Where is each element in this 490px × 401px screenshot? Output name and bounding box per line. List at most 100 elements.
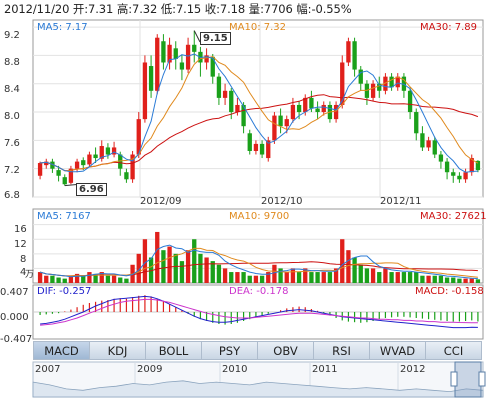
low-text: 低:7.15	[160, 2, 202, 16]
overview-left-handle[interactable]	[450, 371, 458, 387]
volume-bar	[118, 277, 123, 283]
tab-kdj[interactable]: KDJ	[90, 341, 146, 360]
volume-bar	[475, 279, 481, 283]
candle-body	[352, 41, 357, 70]
tab-psy[interactable]: PSY	[202, 341, 258, 360]
volume-bar	[364, 268, 370, 283]
dea-line	[40, 298, 478, 326]
volume-bar	[358, 264, 363, 283]
candle-body	[111, 147, 117, 155]
candle-body	[87, 154, 92, 165]
volume-bar	[290, 268, 296, 283]
candle-body	[303, 97, 308, 113]
candle-body	[173, 48, 178, 59]
candle-body	[259, 143, 265, 155]
candle-body	[284, 119, 289, 127]
candle-body	[81, 160, 86, 166]
tab-wvad[interactable]: WVAD	[370, 341, 426, 360]
candle-body	[192, 44, 197, 52]
volume-bar	[173, 253, 178, 283]
date-text: 2012/11/20	[4, 2, 70, 16]
volume-bar	[247, 275, 252, 283]
candle-body	[142, 62, 148, 120]
price-ytick: 7.2	[4, 165, 20, 176]
tab-rsi[interactable]: RSI	[314, 341, 370, 360]
overview-area	[32, 380, 484, 398]
volume-panel-frame	[32, 208, 484, 284]
volume-bar	[432, 275, 437, 283]
candle-body	[358, 69, 363, 84]
volume-bar	[93, 273, 98, 283]
volume-bar	[303, 268, 308, 283]
volume-bar	[414, 272, 419, 283]
macd-ytick: 0.000	[0, 312, 29, 323]
tab-obv[interactable]: OBV	[258, 341, 314, 360]
volume-bar	[167, 246, 172, 283]
volume-bar	[222, 268, 228, 283]
volume-bar	[340, 239, 345, 283]
volume-bar	[192, 239, 197, 283]
price-xtick: 2012/10	[261, 196, 303, 207]
dif-line	[40, 295, 478, 329]
candle-body	[179, 62, 185, 70]
price-ytick: 9.2	[4, 30, 20, 41]
overview-year: 2011	[312, 364, 338, 375]
volume-bar	[315, 272, 320, 283]
volume-bar	[142, 239, 148, 283]
candle-body	[241, 104, 246, 127]
tab-boll[interactable]: BOLL	[146, 341, 202, 360]
volume-text: 量:7706	[248, 2, 293, 16]
candle-body	[463, 172, 468, 180]
candle-body	[155, 37, 160, 91]
volume-bar	[210, 261, 215, 283]
dea-label: DEA: -0.178	[229, 286, 289, 297]
volume-bar	[377, 272, 382, 283]
volume-bar	[235, 272, 240, 283]
quote-header: 2012/11/20 开:7.31 高:7.32 低:7.15 收:7.18 量…	[4, 1, 352, 17]
volume-bar	[44, 275, 49, 283]
candle-body	[420, 133, 425, 148]
candle-body	[444, 161, 450, 173]
volume-bar	[50, 275, 55, 283]
tab-macd[interactable]: MACD	[33, 341, 90, 360]
overview-right-handle[interactable]	[478, 371, 486, 387]
volume-bar	[87, 272, 92, 283]
volume-bar	[198, 253, 203, 283]
open-text: 开:7.31	[72, 2, 114, 16]
max-price-label: 9.15	[200, 32, 231, 45]
volume-bar	[56, 277, 61, 283]
candle-body	[401, 76, 407, 91]
candle-body	[118, 154, 123, 169]
volume-bar	[179, 261, 185, 283]
volume-ma10-label: MA10: 9700	[229, 211, 290, 222]
volume-bar	[68, 275, 74, 283]
candle-body	[124, 172, 129, 180]
volume-bar	[309, 272, 314, 283]
overview-range-selector[interactable]	[454, 361, 482, 398]
candle-body	[377, 83, 382, 91]
candle-body	[229, 90, 234, 113]
price-ma30-line	[40, 94, 479, 172]
candle-body	[315, 108, 320, 113]
candle-body	[74, 161, 80, 169]
candle-body	[235, 104, 240, 113]
dif-label: DIF: -0.257	[37, 286, 92, 297]
candle-body	[457, 175, 462, 180]
volume-bar	[401, 272, 407, 283]
volume-bar	[296, 272, 302, 283]
volume-bar	[463, 278, 468, 283]
candle-body	[438, 154, 444, 162]
candle-body	[414, 112, 419, 134]
candle-body	[469, 158, 474, 173]
macd-ytick: -0.407	[0, 334, 33, 345]
candle-body	[309, 97, 314, 109]
candle-body	[68, 168, 74, 183]
tab-cci[interactable]: CCI	[426, 341, 482, 360]
volume-bar	[99, 272, 104, 283]
volume-bar	[395, 272, 400, 283]
price-ma30-label: MA30: 7.89	[420, 22, 478, 33]
candle-body	[266, 140, 271, 159]
volume-ma30-label: MA30: 27621	[420, 211, 487, 222]
candle-body	[426, 140, 431, 148]
candle-body	[340, 62, 345, 105]
